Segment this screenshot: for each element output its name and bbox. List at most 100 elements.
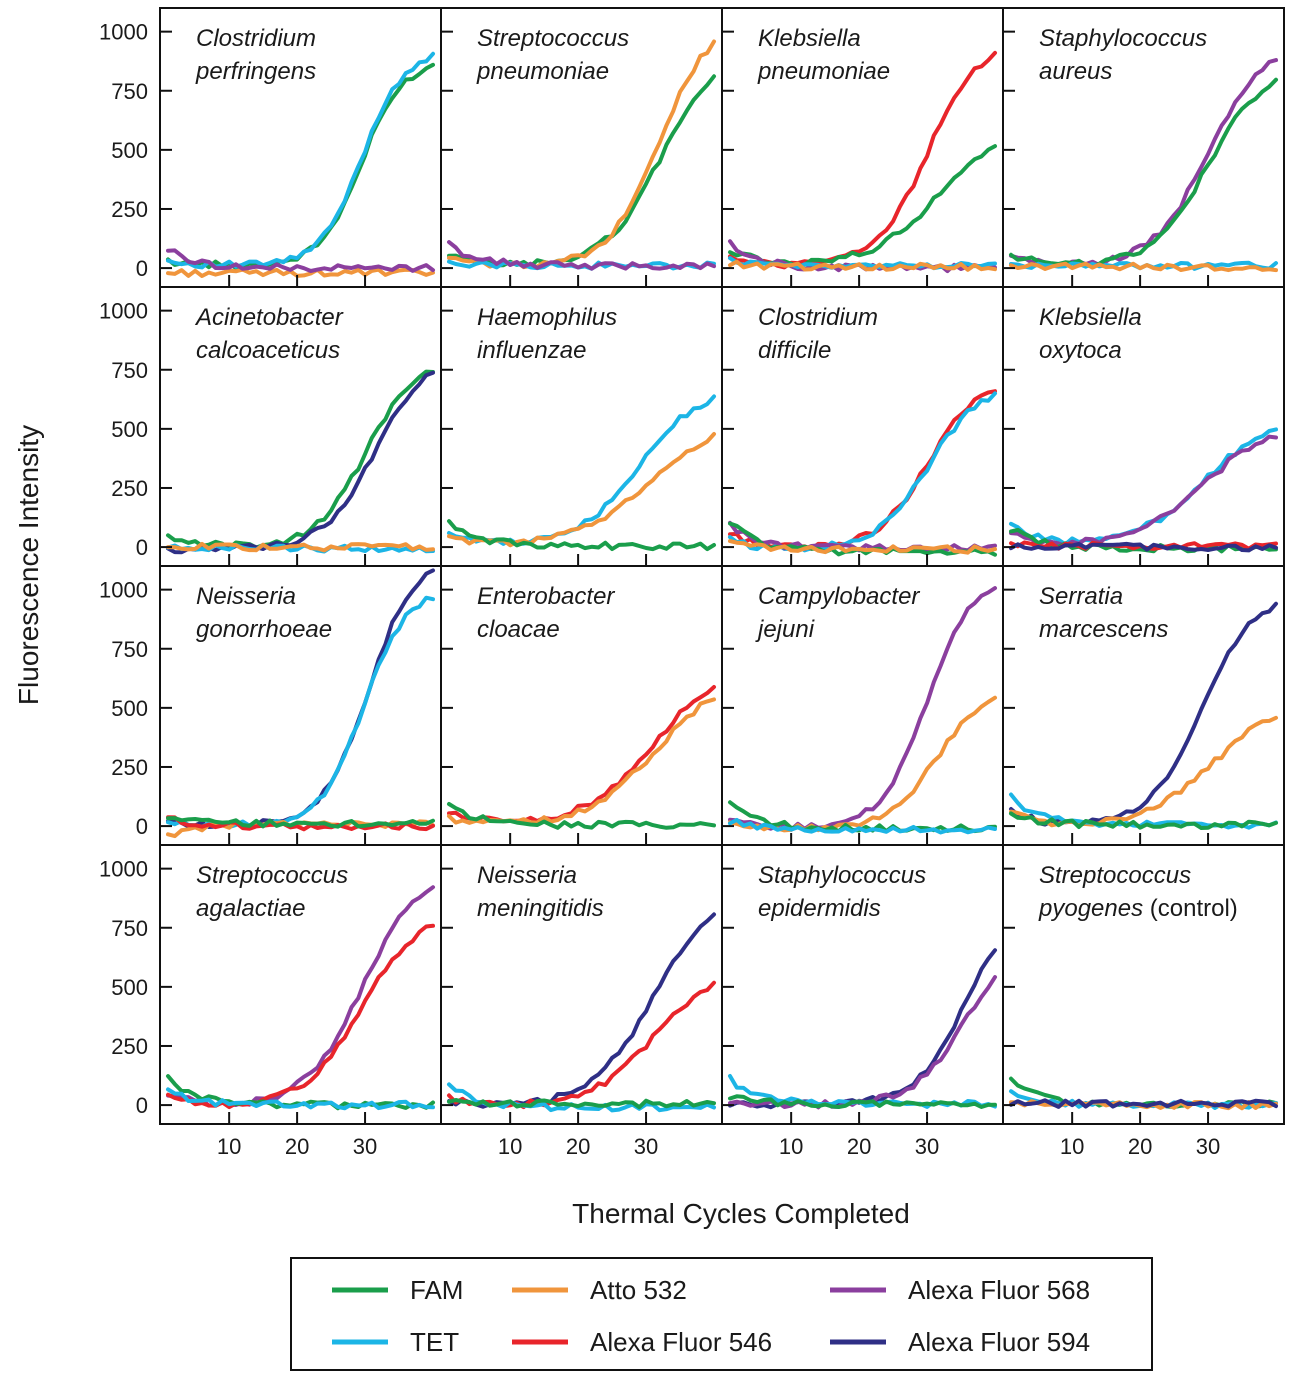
y-tick-label: 750 xyxy=(111,637,148,662)
series-line-fam xyxy=(447,802,716,830)
panel-title-line1: Klebsiella xyxy=(1039,304,1142,331)
panel-title-line2: difficile xyxy=(758,337,831,364)
y-tick-label: 250 xyxy=(111,197,148,222)
y-tick-label: 1000 xyxy=(99,299,148,324)
series-line-af546 xyxy=(166,923,435,1110)
series-line-atto532 xyxy=(1009,715,1278,828)
series-line-fam xyxy=(728,1094,997,1109)
panel-title-line2: pyogenes (control) xyxy=(1038,895,1238,922)
series-line-af594 xyxy=(728,948,997,1110)
panel-title-line1: Clostridium xyxy=(196,25,316,52)
legend-label: Alexa Fluor 594 xyxy=(908,1327,1090,1357)
panel-title-line2: oxytoca xyxy=(1039,337,1122,364)
series-line-atto532 xyxy=(447,432,716,548)
series-line-af568 xyxy=(728,975,997,1110)
x-axis-title: Thermal Cycles Completed xyxy=(572,1198,910,1229)
series-line-fam xyxy=(166,369,435,551)
y-tick-label: 750 xyxy=(111,916,148,941)
panel-title-line1: Klebsiella xyxy=(758,25,861,52)
x-tick-label: 10 xyxy=(1060,1134,1084,1159)
series-line-atto532 xyxy=(728,539,997,555)
panel: Clostridium difficile xyxy=(721,286,1004,567)
legend: FAM Atto 532 Alexa Fluor 568 TET Alexa Fluor… xyxy=(290,1257,1153,1371)
x-tick-label: 10 xyxy=(217,1134,241,1159)
y-tick-label: 1000 xyxy=(99,578,148,603)
series-line-atto532 xyxy=(728,259,997,272)
panel-title-line2: epidermidis xyxy=(758,895,881,922)
panel-title-line2: pneumoniae xyxy=(476,58,609,85)
panel-title-line2: influenzae xyxy=(477,337,586,364)
x-tick-label: 20 xyxy=(1128,1134,1152,1159)
panel-title-line1: Neisseria xyxy=(196,583,296,610)
series-line-af546 xyxy=(728,50,997,270)
panel-title-line1: Serratia xyxy=(1039,583,1123,610)
series-line-atto532 xyxy=(166,267,435,278)
legend-label: Alexa Fluor 546 xyxy=(590,1327,772,1357)
panel: Klebsiella pneumoniae xyxy=(721,7,1004,288)
series-line-fam xyxy=(1009,77,1278,269)
panel-title-line1: Haemophilus xyxy=(477,304,617,331)
series-line-tet xyxy=(728,817,997,835)
series-line-af546 xyxy=(447,685,716,824)
y-tick-label: 500 xyxy=(111,696,148,721)
legend-label: FAM xyxy=(410,1275,463,1305)
panel-title-line1: Campylobacter xyxy=(758,583,920,610)
panel-title-line2: aureus xyxy=(1039,58,1112,85)
y-tick-label: 500 xyxy=(111,975,148,1000)
panel: Staphylococcus aureus xyxy=(1002,7,1285,288)
panel: 0 250 500 750 1000 Clostridium perfringens xyxy=(99,7,442,288)
series-line-tet xyxy=(447,394,716,546)
panel-title-line1: Staphylococcus xyxy=(1039,25,1207,52)
series-line-tet xyxy=(166,51,435,270)
panel-title-line2: pneumoniae xyxy=(757,58,890,85)
y-tick-label: 0 xyxy=(136,814,148,839)
series-line-atto532 xyxy=(1009,261,1278,273)
x-tick-label: 30 xyxy=(915,1134,939,1159)
panel: Serratia marcescens xyxy=(1002,565,1285,846)
panel-title-line2: jejuni xyxy=(755,616,815,643)
panel-title-line1: Streptococcus xyxy=(1039,862,1191,889)
series-line-af568 xyxy=(1009,58,1278,268)
legend-frame xyxy=(290,1257,1153,1371)
y-tick-label: 500 xyxy=(111,417,148,442)
legend-label: Alexa Fluor 568 xyxy=(908,1275,1090,1305)
series-line-atto532 xyxy=(166,541,435,553)
series-line-fam xyxy=(166,62,435,271)
panel: 0 250 500 750 1000 10 20 30 Streptococcus agalact… xyxy=(99,844,442,1159)
y-tick-label: 500 xyxy=(111,138,148,163)
x-tick-label: 30 xyxy=(353,1134,377,1159)
panel-title-line2: agalactiae xyxy=(196,895,305,922)
panel-title-line1: Clostridium xyxy=(758,304,878,331)
legend-label: Atto 532 xyxy=(590,1275,687,1305)
x-tick-label: 30 xyxy=(634,1134,658,1159)
series-line-af568 xyxy=(166,248,435,273)
panel-title-line1: Streptococcus xyxy=(477,25,629,52)
y-tick-label: 250 xyxy=(111,755,148,780)
series-line-fam xyxy=(166,816,435,829)
series-line-af594 xyxy=(447,912,716,1109)
panel-title-line1: Staphylococcus xyxy=(758,862,926,889)
y-tick-label: 250 xyxy=(111,1034,148,1059)
y-axis-title: Fluorescence Intensity xyxy=(13,425,44,705)
y-tick-label: 0 xyxy=(136,1093,148,1118)
x-tick-label: 10 xyxy=(498,1134,522,1159)
y-tick-label: 250 xyxy=(111,476,148,501)
y-tick-label: 1000 xyxy=(99,857,148,882)
y-tick-label: 0 xyxy=(136,256,148,281)
panel-title-line1: Enterobacter xyxy=(477,583,615,610)
series-line-fam xyxy=(1009,811,1278,830)
x-tick-label: 10 xyxy=(779,1134,803,1159)
series-line-tet xyxy=(166,1087,435,1111)
panel-title-line2: calcoaceticus xyxy=(196,337,340,364)
panel-frame xyxy=(1002,844,1285,1125)
panel: 10 20 30 Neisseria meningitidis xyxy=(440,844,723,1159)
panel: 0 250 500 750 1000 Neisseria gonorrhoeae xyxy=(99,565,442,846)
panel-title-line2: gonorrhoeae xyxy=(196,616,332,643)
series-line-af568 xyxy=(447,240,716,271)
panel: Streptococcus pneumoniae xyxy=(440,7,723,288)
panel-title-line2: perfringens xyxy=(195,58,316,85)
panel: 10 20 30 Streptococcus pyogenes (control) xyxy=(1002,844,1285,1159)
x-tick-label: 20 xyxy=(566,1134,590,1159)
